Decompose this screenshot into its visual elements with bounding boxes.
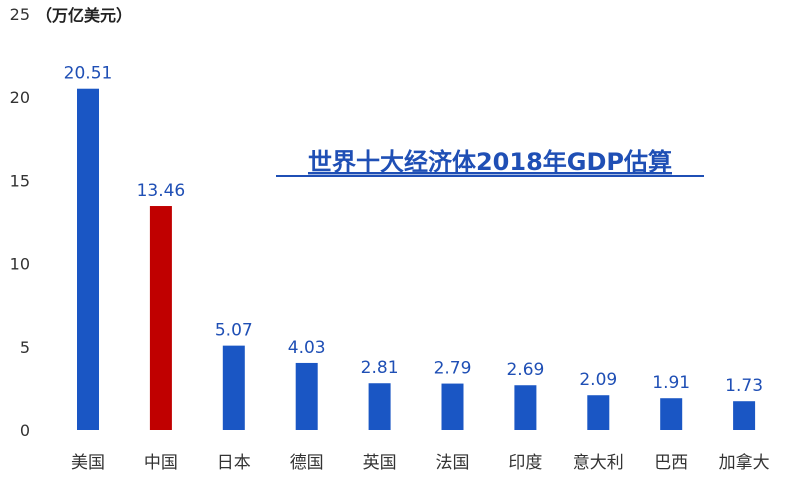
chart-title: 世界十大经济体2018年GDP估算 (308, 148, 672, 176)
value-label: 4.03 (288, 338, 326, 358)
x-tick-label: 日本 (217, 453, 251, 473)
x-tick-label: 意大利 (573, 453, 624, 473)
y-tick-label: 10 (10, 255, 30, 274)
y-tick-label: 25 (10, 5, 30, 24)
value-label: 2.69 (506, 360, 544, 380)
bar (295, 362, 318, 430)
y-axis-unit-label: （万亿美元） (36, 6, 132, 25)
x-tick-label: 中国 (144, 453, 178, 473)
bar (587, 395, 610, 430)
value-label: 2.81 (361, 358, 399, 378)
x-tick-label: 英国 (363, 453, 397, 473)
value-label: 5.07 (215, 321, 253, 341)
bar (77, 88, 99, 431)
value-label: 1.91 (652, 373, 690, 393)
bar (441, 383, 464, 430)
bar (368, 383, 391, 430)
x-tick-label: 加拿大 (719, 452, 770, 473)
y-tick-label: 15 (10, 171, 30, 190)
y-tick-label: 0 (20, 421, 30, 440)
x-tick-label: 法国 (436, 453, 470, 473)
value-label: 2.79 (434, 359, 472, 379)
bars (77, 88, 756, 431)
bar (660, 398, 683, 430)
x-tick-label: 德国 (290, 453, 324, 473)
value-labels: 20.51 13.46 5.07 4.03 2.81 2.79 2.69 2.09 1.91 1.… (64, 64, 763, 396)
y-tick-label: 20 (10, 88, 30, 107)
bar (149, 206, 172, 430)
bar (514, 385, 537, 430)
value-label: 20.51 (64, 64, 113, 84)
x-axis-labels: 美国 中国 日本 德国 英国 法国 印度 意大利 巴西 加拿大 (71, 452, 770, 473)
y-axis-ticks: 0 5 10 15 20 25 (10, 5, 30, 440)
x-tick-label: 巴西 (654, 453, 688, 473)
value-label: 1.73 (725, 376, 763, 396)
value-label: 13.46 (137, 181, 186, 201)
x-tick-label: 印度 (508, 453, 542, 473)
bar (733, 401, 756, 430)
y-tick-label: 5 (20, 338, 30, 357)
x-tick-label: 美国 (71, 453, 105, 473)
bar (222, 345, 245, 430)
value-label: 2.09 (579, 370, 617, 390)
